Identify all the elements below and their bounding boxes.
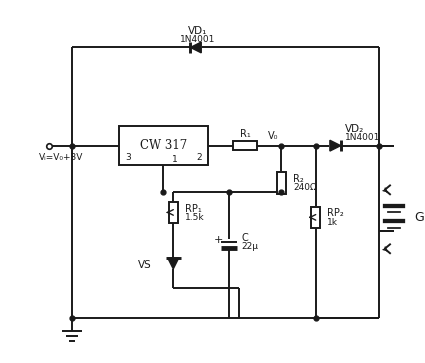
Bar — [119, 126, 208, 165]
Text: 1: 1 — [173, 155, 178, 164]
Text: +: + — [214, 235, 223, 245]
Text: RP₂: RP₂ — [327, 208, 344, 219]
Text: R₁: R₁ — [240, 129, 250, 139]
Text: 2: 2 — [196, 153, 201, 162]
Text: 240Ω: 240Ω — [293, 183, 317, 192]
Text: V₀: V₀ — [268, 131, 279, 141]
Text: 1N4001: 1N4001 — [180, 35, 215, 44]
Bar — [233, 141, 257, 150]
Text: 1.5k: 1.5k — [185, 213, 205, 222]
Text: VD₂: VD₂ — [345, 124, 364, 134]
Polygon shape — [190, 42, 201, 53]
Polygon shape — [330, 140, 341, 151]
Text: 22μ: 22μ — [241, 242, 258, 251]
Text: 1k: 1k — [327, 218, 338, 227]
Text: Vᵢ=V₀+3V: Vᵢ=V₀+3V — [39, 153, 83, 162]
Text: VS: VS — [138, 261, 152, 270]
Text: R₂: R₂ — [293, 174, 304, 184]
Text: 3: 3 — [125, 153, 131, 162]
Text: C: C — [241, 233, 248, 243]
Bar — [169, 201, 178, 223]
Text: G: G — [414, 211, 424, 224]
Polygon shape — [168, 258, 178, 269]
Text: CW 317: CW 317 — [140, 139, 187, 152]
Text: VD₁: VD₁ — [188, 26, 207, 36]
Text: 1N4001: 1N4001 — [345, 133, 380, 142]
Text: RP₁: RP₁ — [185, 204, 202, 213]
Bar — [277, 172, 286, 194]
Bar — [311, 207, 320, 228]
